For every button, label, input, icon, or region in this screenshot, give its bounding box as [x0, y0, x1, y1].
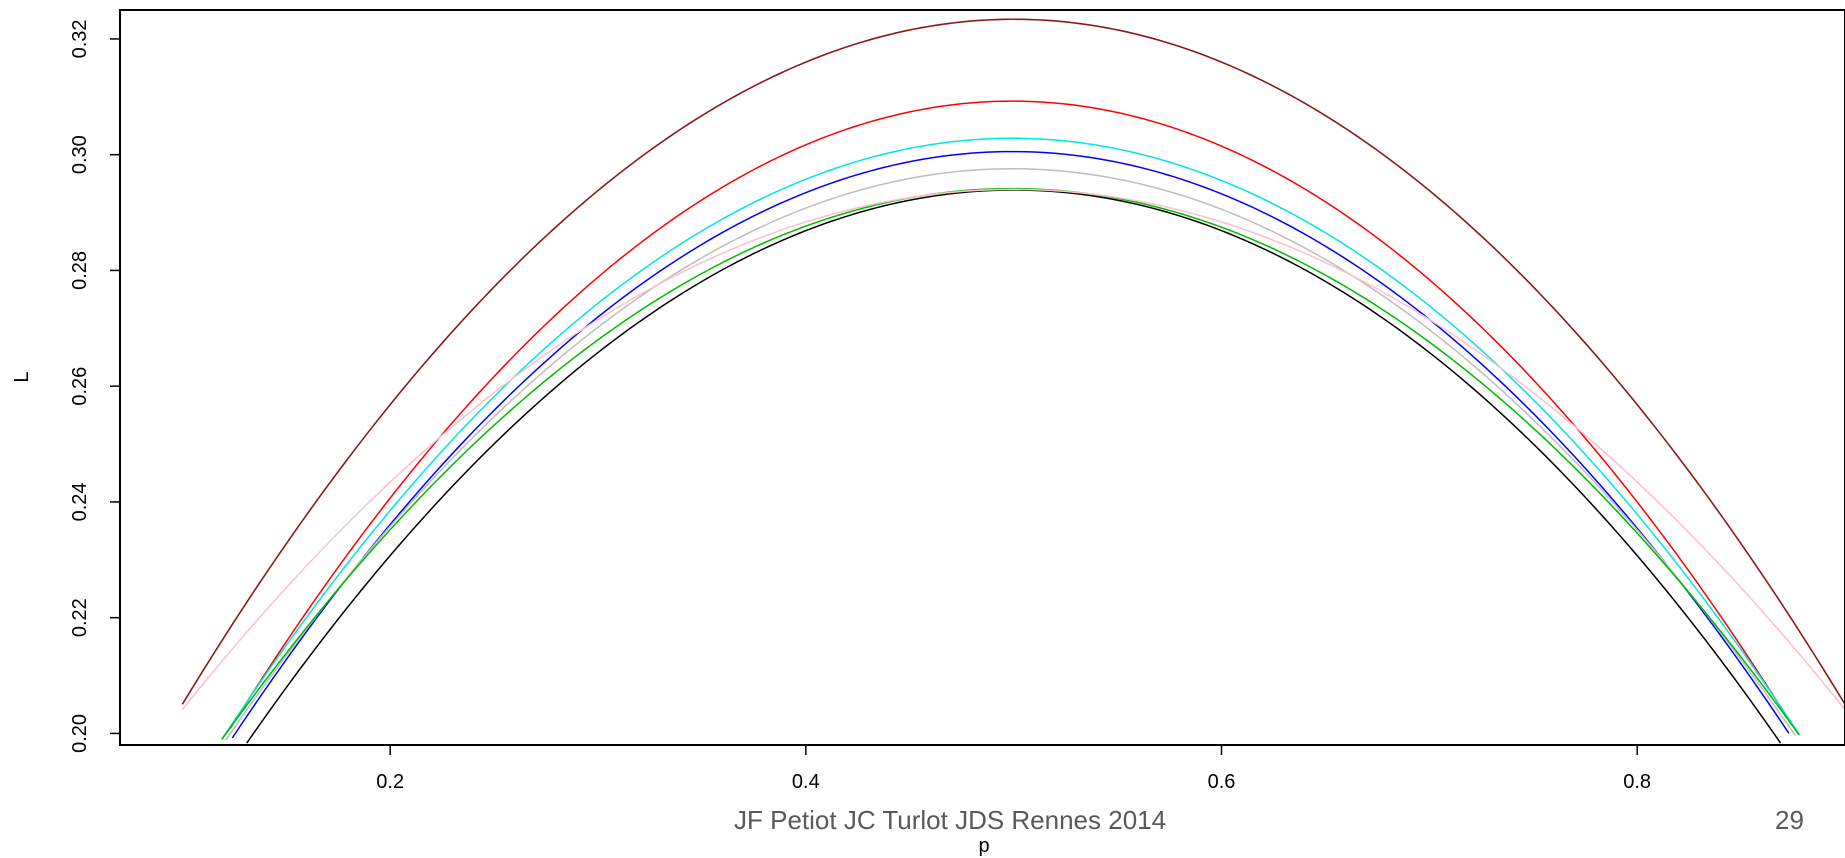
x-tick-label: 0.4 [792, 771, 820, 793]
series-line-5 [225, 167, 1796, 741]
footer-text: JF Petiot JC Turlot JDS Rennes 2014 [734, 805, 1167, 835]
x-tick-label: 0.2 [376, 771, 404, 793]
y-tick-label: 0.32 [69, 19, 91, 58]
y-tick-label: 0.30 [69, 135, 91, 174]
series-line-6 [246, 189, 1782, 744]
y-tick-label: 0.24 [69, 482, 91, 521]
series-line-4 [231, 150, 1790, 739]
x-axis: 0.2 0.4 0.6 0.8 [376, 745, 1651, 793]
y-tick-label: 0.22 [69, 598, 91, 637]
y-axis: 0.20 0.22 0.24 0.26 0.28 0.30 0.32 [69, 19, 120, 753]
y-axis-title: L [11, 371, 33, 382]
x-tick-label: 0.6 [1208, 771, 1236, 793]
series-line-1 [181, 18, 1845, 705]
series-layer [181, 18, 1845, 744]
x-tick-label: 0.8 [1623, 771, 1651, 793]
y-tick-label: 0.26 [69, 367, 91, 406]
plot-frame [119, 9, 1845, 746]
x-axis-title: p [978, 835, 989, 857]
series-line-8 [181, 188, 1845, 711]
y-tick-label: 0.20 [69, 714, 91, 753]
series-line-7 [221, 187, 1800, 740]
series-line-3 [221, 137, 1800, 740]
y-tick-label: 0.28 [69, 251, 91, 290]
series-line-2 [229, 100, 1792, 729]
page-number: 29 [1775, 805, 1804, 835]
